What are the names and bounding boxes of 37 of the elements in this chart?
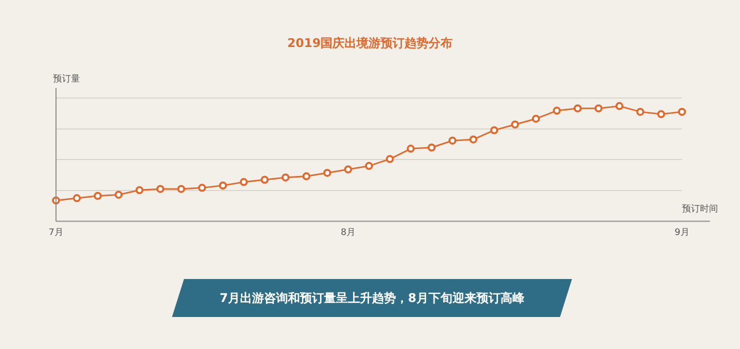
- point: [574, 104, 582, 112]
- point: [302, 172, 310, 180]
- point: [490, 126, 498, 134]
- point: [594, 104, 603, 112]
- point: [177, 184, 186, 193]
- point: [365, 162, 373, 170]
- x-tick-label: 7月: [48, 228, 64, 238]
- point: [323, 168, 332, 177]
- point: [135, 186, 144, 194]
- x-tick-label: 9月: [674, 228, 690, 238]
- point: [218, 182, 227, 190]
- chart-title: 2019国庆出境游预订趋势分布: [287, 36, 453, 50]
- point: [678, 108, 686, 116]
- point: [240, 178, 248, 186]
- point: [511, 120, 520, 128]
- point: [406, 144, 415, 153]
- point: [657, 110, 666, 118]
- point: [52, 196, 60, 204]
- point: [428, 144, 436, 152]
- point: [72, 194, 81, 202]
- point: [94, 192, 102, 200]
- point: [469, 135, 478, 144]
- point: [386, 155, 394, 164]
- point: [156, 184, 164, 193]
- y-axis-title: 预订量: [53, 73, 80, 84]
- point: [282, 173, 290, 182]
- point: [114, 190, 123, 199]
- point: [552, 106, 561, 115]
- point: [532, 114, 540, 123]
- point: [260, 176, 269, 184]
- point: [344, 165, 352, 174]
- point: [448, 136, 456, 145]
- x-axis-title: 预订时间: [682, 204, 718, 215]
- x-tick-label: 8月: [340, 228, 356, 238]
- point: [636, 108, 644, 116]
- point: [615, 102, 624, 110]
- point: [198, 184, 206, 192]
